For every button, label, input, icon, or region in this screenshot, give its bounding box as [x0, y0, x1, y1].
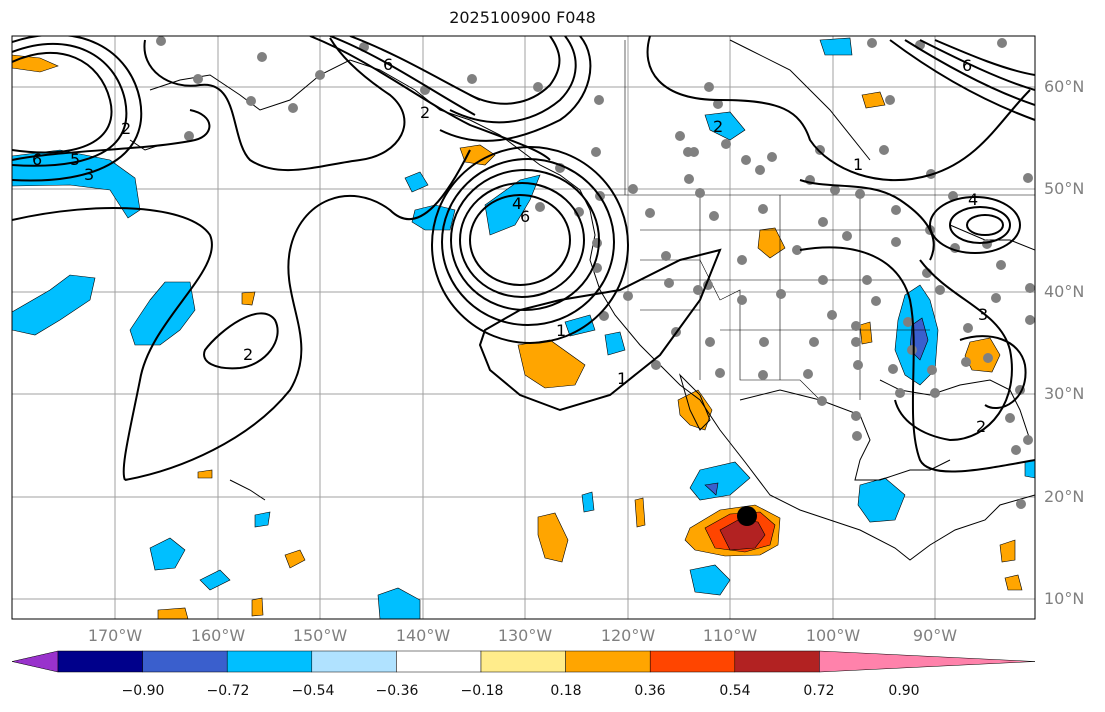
shaded-fields — [12, 37, 1035, 619]
lat-label: 60°N — [1044, 77, 1085, 96]
colorbar-tick: 0.36 — [634, 683, 666, 699]
colorbar-tick: −0.90 — [121, 683, 165, 699]
svg-text:1: 1 — [853, 155, 863, 174]
lat-label: 20°N — [1044, 487, 1085, 506]
svg-text:6: 6 — [962, 56, 972, 75]
svg-text:1: 1 — [556, 321, 566, 340]
svg-text:6: 6 — [520, 207, 530, 226]
station-markers — [156, 36, 1035, 509]
svg-text:2: 2 — [713, 117, 723, 136]
lon-label: 120°W — [600, 626, 656, 645]
colorbar-segment — [480, 650, 566, 673]
colorbar-segment — [396, 650, 482, 673]
contour-labels: 6 5 3 2 1 1 2 6 4 6 3 2 6 4 1 2 2 — [32, 55, 988, 436]
colorbar-tick: −0.54 — [291, 683, 335, 699]
colorbar-segment — [734, 650, 820, 673]
lon-label: 90°W — [912, 626, 958, 645]
colorbar-segment — [649, 650, 736, 673]
svg-text:6: 6 — [32, 150, 42, 169]
height-contours — [12, 36, 1035, 481]
colorbar-tick: 0.54 — [719, 683, 751, 699]
lat-label: 40°N — [1044, 282, 1085, 301]
colorbar-segment — [565, 650, 651, 673]
svg-text:4: 4 — [968, 190, 978, 209]
lat-label: 30°N — [1044, 384, 1085, 403]
svg-text:3: 3 — [978, 305, 988, 324]
svg-text:2: 2 — [121, 119, 131, 138]
svg-text:3: 3 — [84, 165, 94, 184]
svg-text:1: 1 — [617, 369, 627, 388]
lon-label: 150°W — [292, 626, 348, 645]
lon-label: 110°W — [702, 626, 758, 645]
lon-label: 160°W — [190, 626, 246, 645]
colorbar-tick: 0.90 — [888, 683, 920, 699]
lat-label: 10°N — [1044, 589, 1085, 608]
svg-text:4: 4 — [512, 194, 522, 213]
colorbar-tick: −0.18 — [460, 683, 504, 699]
svg-text:2: 2 — [243, 345, 253, 364]
lon-label: 140°W — [395, 626, 451, 645]
colorbar-segment — [226, 650, 313, 673]
colorbar-tick: 0.72 — [803, 683, 835, 699]
colorbar-segment — [142, 650, 228, 673]
lon-label: 100°W — [805, 626, 861, 645]
storm-marker — [737, 506, 757, 526]
svg-text:5: 5 — [70, 150, 80, 169]
colorbar-segment — [57, 650, 143, 673]
lon-label: 130°W — [497, 626, 553, 645]
map-title: 2025100900 F048 — [449, 8, 596, 27]
colorbar-extend-low — [11, 650, 59, 673]
colorbar-tick: −0.72 — [206, 683, 250, 699]
svg-text:2: 2 — [420, 103, 430, 122]
colorbar-segment — [311, 650, 397, 673]
lat-label: 50°N — [1044, 179, 1085, 198]
svg-text:2: 2 — [976, 417, 986, 436]
colorbar-tick: 0.18 — [550, 683, 582, 699]
colorbar-tick: −0.36 — [375, 683, 419, 699]
svg-text:6: 6 — [383, 55, 393, 74]
colorbar-extend-high — [819, 650, 1036, 673]
colorbar — [11, 650, 1036, 673]
lon-label: 170°W — [87, 626, 143, 645]
